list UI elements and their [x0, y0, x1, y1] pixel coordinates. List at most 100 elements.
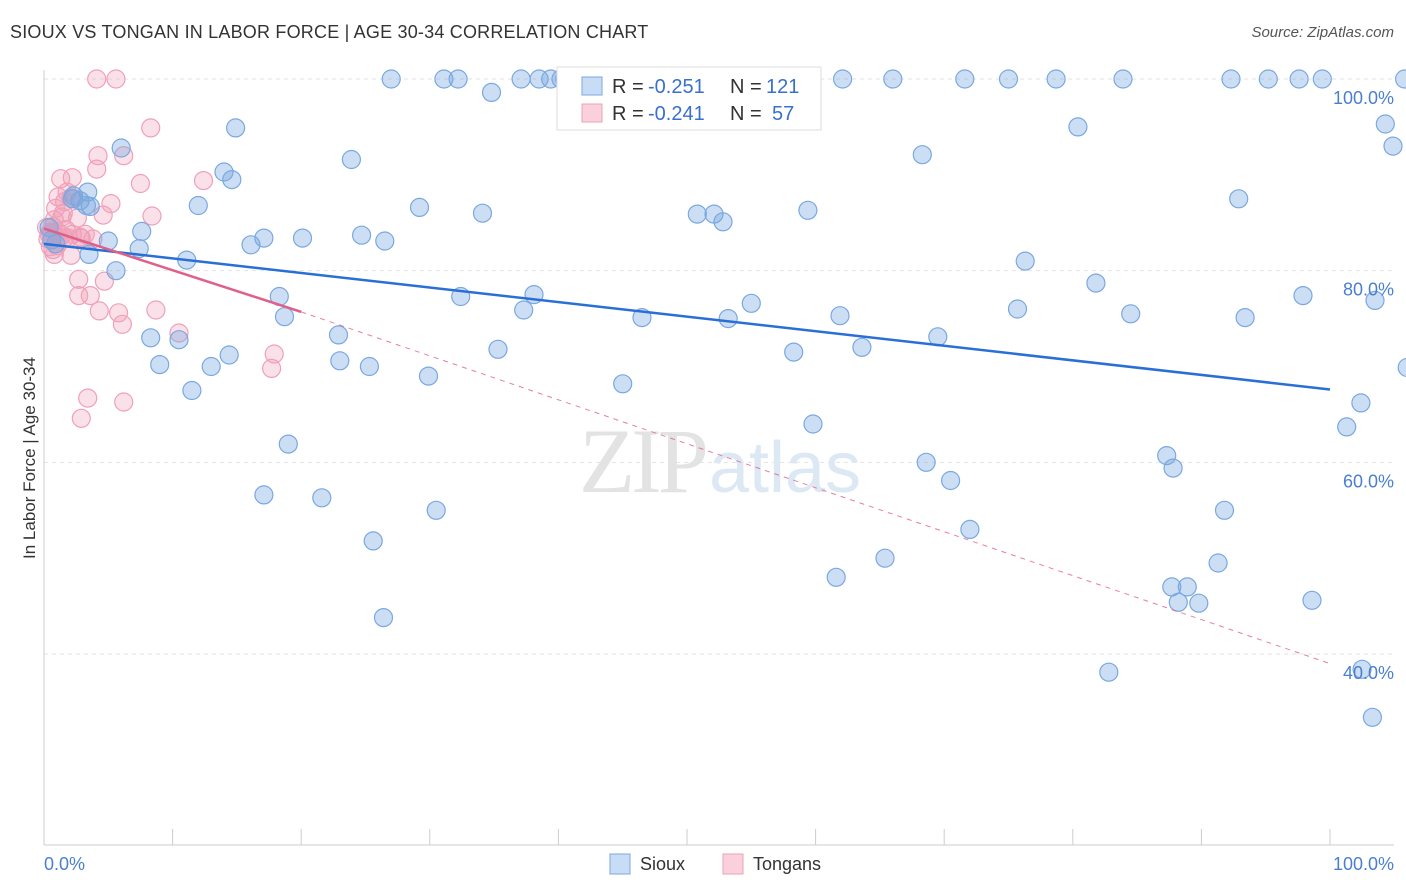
sioux-point-22 [214, 162, 234, 182]
tongans-point-42 [89, 301, 109, 321]
sioux-point-91 [1099, 662, 1119, 682]
tongans-point-57 [262, 358, 282, 378]
tongans-point-54 [146, 300, 166, 320]
y-tick-label-80: 80.0% [1343, 280, 1394, 300]
tongans-point-58 [264, 344, 284, 364]
sioux-point-39 [363, 531, 383, 551]
y-tick-label-40: 40.0% [1343, 663, 1394, 683]
y-tick-label-60: 60.0% [1343, 471, 1394, 491]
y-axis-label: In Labor Force | Age 30-34 [20, 357, 39, 559]
legend-n-label-sioux: N = [730, 76, 762, 98]
tongans-point-46 [106, 69, 126, 89]
sioux-point-92 [1113, 69, 1133, 89]
sioux-point-103 [1229, 189, 1249, 209]
sioux-point-19 [182, 380, 202, 401]
sioux-point-85 [998, 69, 1019, 89]
tongans-point-51 [130, 173, 150, 194]
sioux-point-87 [1015, 251, 1035, 271]
sioux-point-94 [1157, 446, 1177, 466]
sioux-point-67 [718, 309, 738, 329]
legend-r-label-tongans: R = [612, 103, 644, 125]
sioux-point-16 [150, 355, 170, 375]
sioux-point-97 [1168, 592, 1188, 612]
sioux-point-113 [1362, 707, 1383, 727]
sioux-point-21 [201, 356, 221, 377]
sioux-point-108 [1302, 590, 1322, 610]
x-ticks [43, 829, 1331, 845]
sioux-point-80 [916, 452, 936, 472]
sioux-point-110 [1337, 417, 1357, 437]
sioux-point-30 [274, 307, 295, 327]
sioux-point-53 [514, 300, 534, 320]
sioux-point-20 [188, 195, 208, 216]
bottom-legend-tongans-swatch [722, 853, 744, 875]
sioux-point-99 [1189, 593, 1209, 613]
sioux-point-24 [219, 345, 239, 365]
tongans-point-33 [71, 408, 91, 428]
sioux-point-51 [488, 339, 508, 359]
sioux-point-106 [1293, 286, 1313, 306]
sioux-point-88 [1046, 69, 1066, 89]
sioux-point-118 [1397, 357, 1406, 378]
tongans-point-31 [69, 286, 89, 306]
sioux-point-33 [312, 488, 332, 508]
sioux-point-116 [1383, 136, 1403, 156]
x-tick-label-min: 0.0% [44, 854, 85, 874]
tongans-point-26 [62, 168, 82, 188]
sioux-point-40 [375, 231, 395, 251]
bottom-legend: Sioux Tongans [609, 853, 821, 875]
sioux-point-93 [1121, 304, 1141, 324]
sioux-point-41 [373, 607, 394, 628]
trend-lines [43, 227, 1331, 665]
sioux-point-46 [434, 69, 454, 89]
sioux-point-98 [1177, 577, 1197, 597]
sioux-point-52 [511, 69, 531, 89]
sioux-point-10 [111, 138, 131, 158]
sioux-point-12 [106, 261, 126, 281]
sioux-point-82 [940, 470, 961, 491]
tongans-point-48 [112, 314, 133, 334]
sioux-point-114 [1365, 290, 1385, 310]
tongans-point-39 [87, 69, 107, 89]
sioux-point-89 [1068, 117, 1088, 137]
sioux-point-43 [409, 197, 430, 217]
sioux-trend-line [43, 242, 1331, 391]
bottom-legend-tongans-label: Tongans [753, 854, 821, 874]
legend-n-value-tongans: 57 [772, 103, 794, 125]
sioux-point-77 [875, 548, 895, 568]
y-tick-labels: 100.0% 80.0% 60.0% 40.0% [1333, 88, 1394, 683]
legend-r-label-sioux: R = [612, 76, 644, 98]
sioux-point-102 [1221, 69, 1241, 89]
sioux-point-81 [928, 327, 948, 347]
sioux-point-75 [832, 69, 853, 89]
sioux-point-68 [741, 293, 761, 313]
legend-r-value-sioux: -0.251 [648, 76, 705, 98]
series-tongans-points [36, 69, 284, 428]
legend-box: R = -0.251 N = 121 R = -0.241 N = 57 [556, 66, 822, 131]
series-sioux-points [39, 69, 1406, 727]
axes [43, 70, 1394, 846]
tongans-point-55 [169, 323, 189, 343]
gridlines [44, 78, 1394, 655]
tongans-point-41 [88, 146, 108, 166]
sioux-point-35 [330, 351, 350, 371]
tongans-point-49 [114, 146, 134, 166]
sioux-point-38 [352, 225, 372, 245]
sioux-point-104 [1235, 308, 1255, 328]
sioux-point-79 [912, 145, 932, 165]
sioux-point-48 [448, 69, 468, 89]
sioux-point-101 [1214, 500, 1235, 520]
y-tick-label-100: 100.0% [1333, 88, 1394, 108]
sioux-point-109 [1312, 69, 1332, 89]
sioux-point-70 [784, 342, 804, 362]
sioux-point-31 [278, 434, 298, 454]
sioux-point-100 [1208, 553, 1228, 573]
tongans-point-50 [114, 392, 134, 412]
legend-n-label-tongans: N = [730, 103, 762, 125]
sioux-point-107 [1289, 69, 1309, 89]
chart-title: SIOUX VS TONGAN IN LABOR FORCE | AGE 30-… [10, 22, 649, 42]
sioux-point-50 [481, 82, 502, 103]
sioux-point-42 [381, 69, 401, 89]
sioux-point-115 [1375, 114, 1395, 134]
bottom-legend-sioux-swatch [609, 853, 631, 875]
